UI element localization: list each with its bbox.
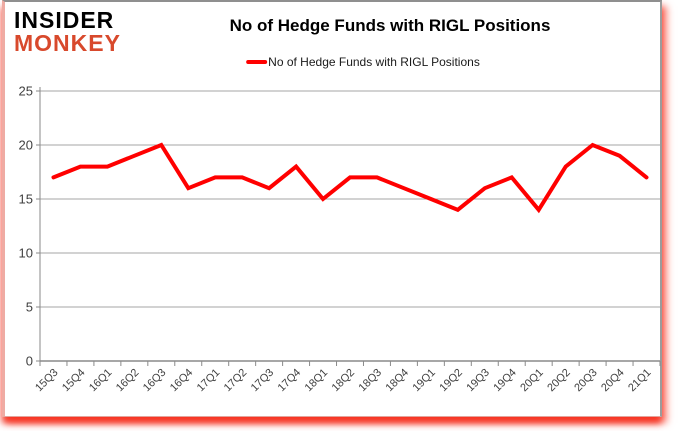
x-axis-label: 20Q1 xyxy=(518,367,546,395)
x-axis-label: 15Q3 xyxy=(33,367,61,395)
x-axis-label: 18Q3 xyxy=(357,367,385,395)
logo-line-insider: INSIDER xyxy=(14,7,115,33)
x-axis-label: 20Q2 xyxy=(545,367,573,395)
insider-monkey-logo: INSIDER MONKEY xyxy=(14,9,121,54)
x-axis-label: 18Q2 xyxy=(330,367,358,395)
y-axis-label: 0 xyxy=(26,354,33,369)
x-axis-label: 18Q1 xyxy=(303,367,331,395)
chart-title: No of Hedge Funds with RIGL Positions xyxy=(229,16,551,35)
chart-card xyxy=(2,0,662,417)
x-axis-label: 19Q4 xyxy=(491,367,519,395)
x-axis-label: 16Q3 xyxy=(141,367,169,395)
y-axis-label: 10 xyxy=(19,246,33,261)
x-axis-label: 16Q4 xyxy=(168,367,196,395)
x-axis-label: 19Q1 xyxy=(410,367,438,395)
x-axis-label: 16Q2 xyxy=(114,367,142,395)
logo-line-monkey: MONKEY xyxy=(14,29,121,56)
x-axis-label: 17Q3 xyxy=(249,367,277,395)
legend-line-marker xyxy=(246,60,268,64)
x-axis-label: 19Q2 xyxy=(437,367,465,395)
y-axis-label: 25 xyxy=(19,84,33,99)
x-axis-label: 17Q1 xyxy=(195,367,223,395)
series-line xyxy=(51,142,649,214)
x-axis-label: 20Q4 xyxy=(599,367,627,395)
legend-label: No of Hedge Funds with RIGL Positions xyxy=(268,55,480,69)
y-axis-label: 15 xyxy=(19,192,33,207)
y-axis-label: 20 xyxy=(19,138,33,153)
x-axis-label: 20Q3 xyxy=(572,367,600,395)
legend: No of Hedge Funds with RIGL Positions xyxy=(246,55,480,69)
x-axis-label: 21Q1 xyxy=(626,367,654,395)
x-axis-label: 17Q4 xyxy=(276,367,304,395)
x-axis-label: 18Q4 xyxy=(384,367,412,395)
x-axis-label: 19Q3 xyxy=(464,367,492,395)
x-axis-label: 16Q1 xyxy=(87,367,115,395)
x-axis-label: 15Q4 xyxy=(60,367,88,395)
y-axis-label: 5 xyxy=(26,300,33,315)
x-axis-label: 17Q2 xyxy=(222,367,250,395)
